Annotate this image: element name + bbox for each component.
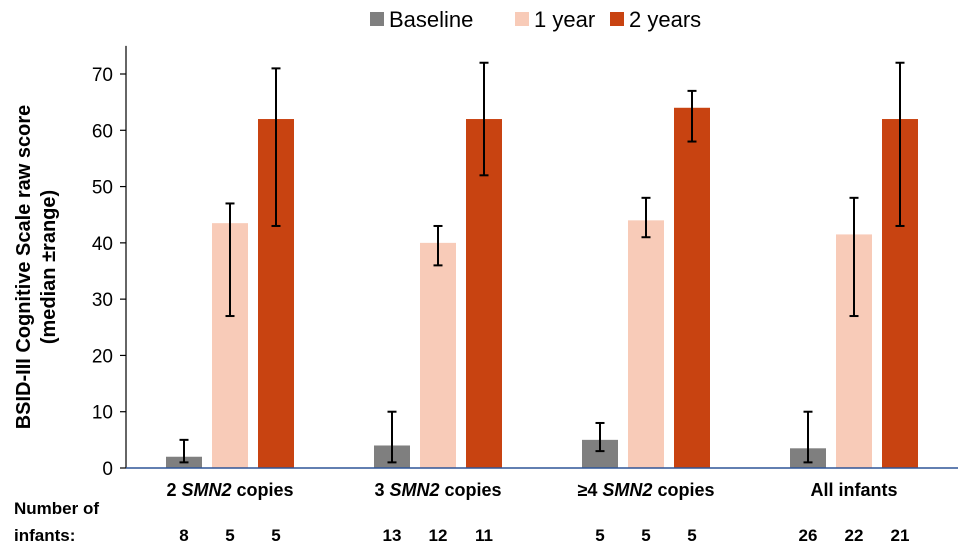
infant-counts: 8 5 5 13 12 11 5 5 5 26 22 21 bbox=[179, 526, 909, 545]
bar-2-years bbox=[466, 119, 502, 469]
legend-swatch bbox=[515, 12, 529, 26]
y-tick-label: 70 bbox=[92, 65, 113, 86]
y-tick-label: 40 bbox=[92, 234, 113, 255]
infant-count: 5 bbox=[225, 526, 234, 545]
error-bars bbox=[179, 61, 905, 464]
category-label: 3 SMN2 copies bbox=[374, 480, 501, 500]
category-label: All infants bbox=[810, 480, 897, 500]
y-axis-label-line1: BSID-III Cognitive Scale raw score bbox=[13, 105, 35, 430]
bars bbox=[166, 107, 918, 469]
infant-count: 21 bbox=[891, 526, 910, 545]
legend-label: Baseline bbox=[389, 7, 473, 32]
y-tick-label: 50 bbox=[92, 178, 113, 199]
infant-count: 11 bbox=[475, 526, 493, 545]
legend-swatch bbox=[370, 12, 384, 26]
infant-count: 13 bbox=[383, 526, 402, 545]
bar-1-year bbox=[420, 242, 456, 468]
y-tick-label: 60 bbox=[92, 121, 113, 142]
category-label: ≥4 SMN2 copies bbox=[578, 480, 715, 500]
bar-1-year bbox=[628, 220, 664, 468]
y-axis-label-line2: (median ±range) bbox=[38, 190, 60, 344]
legend: Baseline 1 year 2 years bbox=[370, 7, 701, 32]
legend-label: 1 year bbox=[534, 7, 595, 32]
bar-2-years bbox=[674, 107, 710, 469]
y-axis: 0 10 20 30 40 50 60 70 bbox=[92, 45, 127, 480]
legend-swatch bbox=[610, 12, 624, 26]
infant-count: 26 bbox=[799, 526, 818, 545]
infant-count: 5 bbox=[595, 526, 604, 545]
y-tick-label: 10 bbox=[92, 403, 113, 424]
n-label-line1: Number of bbox=[14, 499, 99, 518]
y-tick-label: 30 bbox=[92, 290, 113, 311]
infant-count: 5 bbox=[687, 526, 696, 545]
category-labels: 2 SMN2 copies 3 SMN2 copies ≥4 SMN2 copies… bbox=[166, 480, 897, 500]
y-tick-label: 20 bbox=[92, 346, 113, 367]
category-label: 2 SMN2 copies bbox=[166, 480, 293, 500]
infant-count: 5 bbox=[271, 526, 280, 545]
infant-count: 12 bbox=[429, 526, 448, 545]
n-label-line2: infants: bbox=[14, 526, 75, 545]
y-tick-label: 0 bbox=[102, 459, 113, 480]
legend-label: 2 years bbox=[629, 7, 701, 32]
infant-count: 5 bbox=[641, 526, 650, 545]
infant-count: 22 bbox=[845, 526, 864, 545]
infant-count: 8 bbox=[179, 526, 188, 545]
